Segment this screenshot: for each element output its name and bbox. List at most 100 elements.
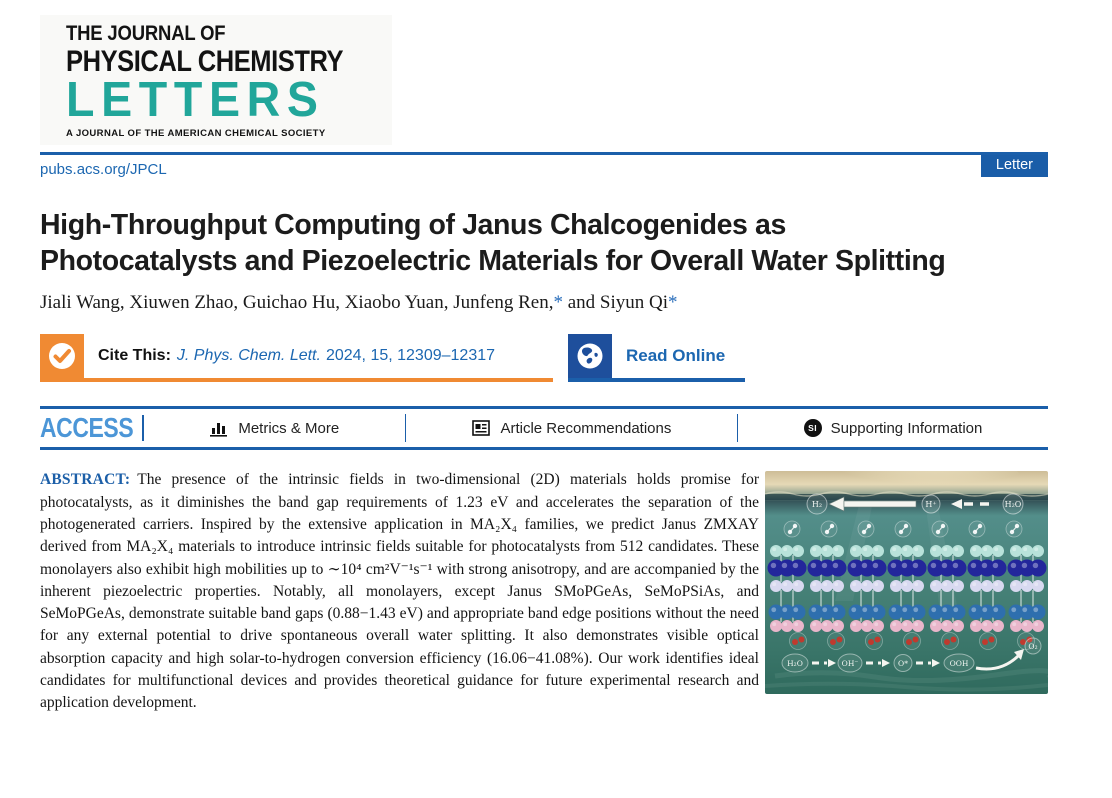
atom-sphere [981,620,993,633]
atom-highlight [954,547,959,552]
atom-sphere [859,604,875,620]
atom-sphere [992,580,1004,593]
atom-sphere [848,604,864,620]
atom-sphere [789,559,807,577]
atom-sphere [1019,604,1035,620]
atom-sphere [1010,620,1022,633]
atom-highlight [832,562,839,569]
atom-sphere [1032,545,1044,558]
authors-line: Jiali Wang, Xiuwen Zhao, Guichao Hu, Xia… [40,292,1048,314]
topbar: pubs.acs.org/JPCL Letter [40,155,1048,178]
supporting-information-link[interactable]: SI Supporting Information [803,419,983,438]
access-label[interactable]: ACCESS [40,412,134,444]
cite-this-box[interactable]: Cite This: J. Phys. Chem. Lett. 2024, 15, … [40,334,553,383]
atom-sphere [1021,580,1033,593]
water-surface [765,494,1048,501]
item-separator-2 [736,414,738,443]
atom-sphere [1032,580,1044,593]
atom-sphere [832,545,844,558]
cite-row: Cite This: J. Phys. Chem. Lett. 2024, 15, … [40,334,1048,383]
atom-highlight [981,562,988,569]
atom-sphere [830,604,846,620]
atom-highlight [892,547,897,552]
atom-sphere [992,620,1004,633]
atom-highlight [834,622,839,627]
atom-highlight [861,562,868,569]
atom-sphere [952,580,964,593]
molecule-atom [940,524,946,529]
atom-highlight [931,607,937,613]
abstract-text-block: ABSTRACT: The presence of the intrinsic f… [40,469,759,714]
atom-sphere [829,559,847,577]
atom-highlight [891,607,897,613]
atom-highlight [862,607,868,613]
access-separator [141,415,144,442]
atom-sphere [768,604,784,620]
o2-atom [1026,636,1033,643]
journal-masthead: THE JOURNAL OF PHYSICAL CHEMISTRY LETTER… [40,15,392,145]
atom-highlight [943,547,948,552]
atom-sphere [912,545,924,558]
read-online-button[interactable]: Read Online [568,334,746,383]
o2-atom [1020,639,1026,646]
atom-sphere [989,559,1007,577]
item-separator [404,414,406,443]
atom-highlight [792,562,799,569]
atom-highlight [994,547,999,552]
atom-highlight [901,562,908,569]
atom-sphere [901,545,913,558]
molecule-atom [824,530,830,535]
atom-sphere [850,545,862,558]
atom-highlight [941,562,948,569]
abstract-label: ABSTRACT: [40,471,131,489]
journal-url-link[interactable]: pubs.acs.org/JPCL [40,161,167,178]
atom-sphere [808,604,824,620]
atom-sphere [949,559,967,577]
atom-highlight [983,622,988,627]
authors-text: Jiali Wang, Xiuwen Zhao, Guichao Hu, Xia… [40,292,554,314]
atom-sphere [981,545,993,558]
atom-highlight [903,582,908,587]
article-recommendations-link[interactable]: Article Recommendations [471,418,671,438]
atom-highlight [932,582,937,587]
atom-highlight [1021,562,1028,569]
atom-sphere [970,620,982,633]
atom-highlight [812,547,817,552]
atom-highlight [873,607,879,613]
atom-sphere [850,620,862,633]
metrics-and-more-link[interactable]: Metrics & More [209,418,339,438]
atom-highlight [874,547,879,552]
atom-highlight [992,562,999,569]
atom-sphere [770,580,782,593]
atom-highlight [982,607,988,613]
si-icon: SI [803,419,822,438]
atom-highlight [1034,547,1039,552]
supporting-label: Supporting Information [830,419,983,437]
citation-text: Cite This: J. Phys. Chem. Lett. 2024, 15, … [98,347,495,365]
atom-highlight [1034,622,1039,627]
atom-highlight [892,622,897,627]
atom-highlight [913,607,919,613]
atom-highlight [772,582,777,587]
atom-highlight [1012,622,1017,627]
atom-highlight [970,562,977,569]
atom-sphere [890,620,902,633]
atom-highlight [863,622,868,627]
atom-sphere [952,545,964,558]
atom-highlight [914,547,919,552]
atom-sphere [901,620,913,633]
molecule-atom [866,524,872,529]
masthead-letters: LETTERS [66,72,325,127]
corresponding-author-asterisk: * [553,292,563,314]
atom-sphere [1021,620,1033,633]
access-items: Metrics & More Article Recommendations S… [144,414,1048,443]
abstract-text: The presence of the intrinsic fields in … [40,471,759,712]
atom-highlight [783,582,788,587]
molecule-atom [1014,524,1020,529]
atom-highlight [972,582,977,587]
atom-highlight [1023,582,1028,587]
atom-highlight [1034,582,1039,587]
atom-sphere [912,580,924,593]
atom-highlight [892,582,897,587]
atom-sphere [810,545,822,558]
